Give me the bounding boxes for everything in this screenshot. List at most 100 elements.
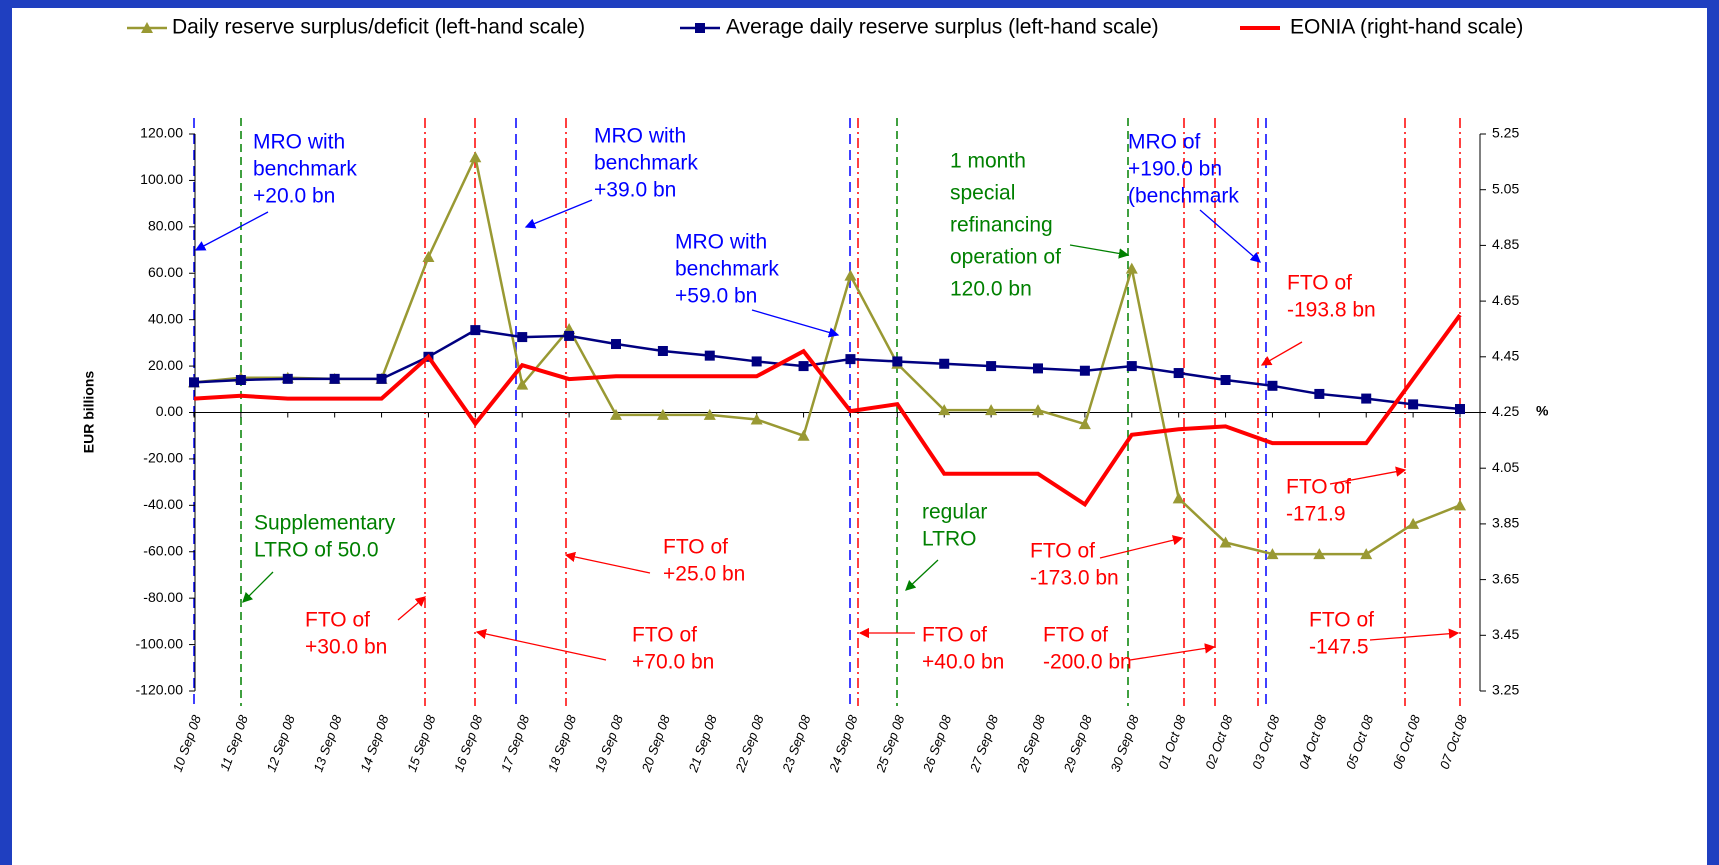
y-tick-label: -20.00: [143, 450, 183, 466]
legend-label: Daily reserve surplus/deficit (left-hand…: [172, 16, 585, 39]
y-tick-label: -40.00: [143, 496, 183, 512]
annotation: MRO with: [253, 131, 345, 154]
annotation: Supplementary: [254, 512, 396, 535]
series-line: [193, 313, 1462, 508]
annotation: FTO of: [1030, 540, 1095, 563]
panel: [12, 8, 1707, 865]
point: [1220, 375, 1231, 386]
point: [1314, 388, 1325, 399]
point: [610, 408, 622, 420]
point: [1126, 361, 1137, 372]
point: [1361, 393, 1372, 404]
y-tick-label: 100.00: [140, 171, 183, 187]
series-line: [193, 153, 1461, 556]
y2-tick-label: 4.45: [1492, 348, 1519, 364]
y-tick-label: -80.00: [143, 589, 183, 605]
point: [798, 361, 809, 372]
legend-label: Average daily reserve surplus (left-hand…: [726, 16, 1159, 39]
point: [329, 373, 340, 384]
annotation-arrow: [1260, 341, 1303, 366]
y2-tick-label: 3.65: [1492, 570, 1519, 586]
series-line: [193, 328, 1461, 411]
annotation: +25.0 bn: [663, 563, 745, 586]
annotation: +39.0 bn: [594, 179, 676, 202]
annotation: MRO with: [594, 125, 686, 148]
point: [611, 339, 621, 350]
point: [1033, 363, 1043, 374]
annotation-arrow: [1069, 244, 1130, 259]
point: [189, 377, 199, 388]
annotation: LTRO: [922, 528, 976, 551]
annotation: -171.9: [1286, 503, 1346, 526]
point: [517, 332, 528, 343]
annotation-arrow: [1199, 209, 1261, 263]
annotation: regular: [922, 501, 987, 524]
y2-tick-label: 4.85: [1492, 236, 1519, 252]
annotation-arrow: [564, 551, 651, 574]
y2-tick-label: 4.05: [1492, 459, 1519, 475]
point: [985, 404, 998, 416]
annotation-arrow: [1329, 466, 1407, 485]
point: [564, 330, 575, 341]
annotation: benchmark: [594, 152, 698, 175]
annotation: +20.0 bn: [253, 185, 335, 208]
y-tick-label: 80.00: [148, 218, 183, 234]
point: [1408, 399, 1419, 410]
point: [1032, 404, 1044, 416]
point: [376, 373, 387, 384]
point: [235, 375, 246, 386]
point: [939, 358, 950, 369]
annotation: MRO with: [675, 231, 767, 254]
annotation: FTO of: [1287, 272, 1352, 295]
annotation: special: [950, 182, 1015, 205]
annotation: (benchmark: [1128, 185, 1239, 208]
point: [657, 345, 668, 356]
y-tick-label: -60.00: [143, 542, 183, 558]
legend-marker: [141, 22, 153, 33]
point: [750, 413, 763, 425]
point: [1079, 365, 1090, 376]
annotation: 1 month: [950, 150, 1026, 173]
annotation-arrow: [1369, 628, 1460, 641]
y-tick-label: -120.00: [136, 682, 184, 698]
point: [938, 404, 951, 416]
annotation: benchmark: [675, 258, 779, 281]
annotation-arrow: [751, 309, 840, 338]
annotation: +70.0 bn: [632, 651, 714, 674]
point: [470, 325, 481, 336]
point: [751, 356, 762, 367]
point: [845, 354, 856, 365]
y2-tick-label: 3.45: [1492, 626, 1519, 642]
y-tick-label: 40.00: [148, 310, 183, 326]
point: [1313, 548, 1326, 560]
point: [892, 356, 903, 367]
point: [1125, 262, 1138, 274]
annotation: -147.5: [1309, 636, 1369, 659]
y2-tick-label: 5.25: [1492, 125, 1519, 141]
point: [1172, 492, 1185, 504]
annotation-arrow: [524, 199, 593, 229]
point: [704, 350, 715, 361]
point: [1407, 517, 1420, 529]
y-tick-label: 60.00: [148, 264, 183, 280]
point: [516, 378, 529, 390]
annotation: FTO of: [1043, 624, 1108, 647]
annotation: benchmark: [253, 158, 357, 181]
annotation: LTRO of 50.0: [254, 539, 379, 562]
point: [1078, 418, 1091, 430]
annotation: FTO of: [305, 609, 370, 632]
annotation: FTO of: [1286, 476, 1351, 499]
point: [1266, 548, 1279, 560]
y-tick-label: -100.00: [136, 635, 184, 651]
y2-tick-label: 3.85: [1492, 515, 1519, 531]
y-tick-label: 20.00: [148, 357, 183, 373]
annotation: MRO of: [1128, 131, 1201, 154]
point: [797, 429, 810, 441]
annotation: FTO of: [922, 624, 987, 647]
y2-tick-label: 3.25: [1492, 682, 1519, 698]
y2-tick-label: 4.65: [1492, 292, 1519, 308]
annotation: refinancing: [950, 214, 1053, 237]
annotation: +30.0 bn: [305, 636, 387, 659]
annotation-arrow: [905, 559, 939, 591]
